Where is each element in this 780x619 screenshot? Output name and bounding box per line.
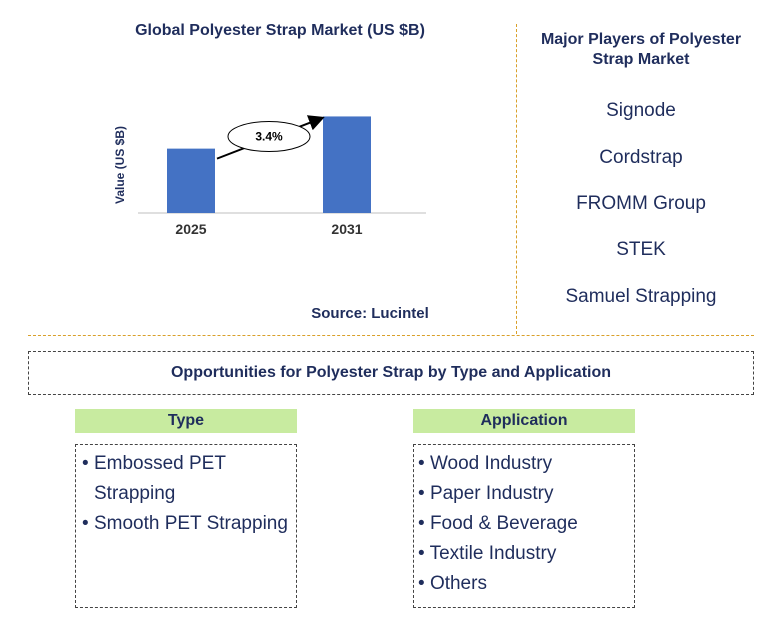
list-item: • Embossed PET Strapping [82,453,226,504]
application-item-label: Textile Industry [429,543,557,564]
player-item: Cordstrap [599,147,683,168]
opportunities-title: Opportunities for Polyester Strap by Typ… [28,351,754,395]
chart-title: Global Polyester Strap Market (US $B) [135,22,425,39]
application-header: Application [413,409,635,433]
list-item: • Wood Industry [418,453,553,474]
list-item: • Smooth PET Strapping [82,513,288,534]
type-item-label: Smooth PET Strapping [93,513,288,534]
player-item: Signode [606,100,676,121]
horizontal-divider [28,335,754,336]
player-item: STEK [616,239,666,260]
opportunities-title-text: Opportunities for Polyester Strap by Typ… [170,364,612,381]
type-header: Type [75,409,297,433]
player-item: Samuel Strapping [565,286,717,307]
application-header-label: Application [480,412,568,429]
players-title: Major Players of Polyester Strap Market [540,31,742,68]
vertical-divider [516,24,517,334]
type-header-label: Type [167,412,205,429]
bar-2025 [167,148,215,213]
growth-annotation: 3.4% [216,115,325,160]
application-item-label: Others [429,573,487,594]
type-list: • Embossed PET Strapping • Smooth PET St… [75,444,297,608]
source-note: Source: Lucintel [311,305,429,322]
list-item: • Others [418,573,487,594]
cagr-label: 3.4% [255,130,283,144]
player-item: FROMM Group [576,193,706,214]
application-item-label: Wood Industry [429,453,553,474]
application-item-label: Paper Industry [429,483,554,504]
bar-chart: Value (US $B) 2025 2031 3.4% [113,115,426,237]
growth-bubble [227,121,311,153]
bar-2031 [323,116,371,213]
list-item: • Paper Industry [418,483,554,504]
application-item-label: Food & Beverage [429,513,578,534]
y-axis-label: Value (US $B) [113,126,127,204]
application-list: • Wood Industry • Paper Industry • Food … [413,444,635,608]
x-tick-label: 2031 [331,221,362,237]
list-item: • Food & Beverage [418,513,578,534]
type-item-label: Embossed PET Strapping [93,453,226,504]
list-item: • Textile Industry [418,543,557,564]
x-tick-label: 2025 [175,221,206,237]
